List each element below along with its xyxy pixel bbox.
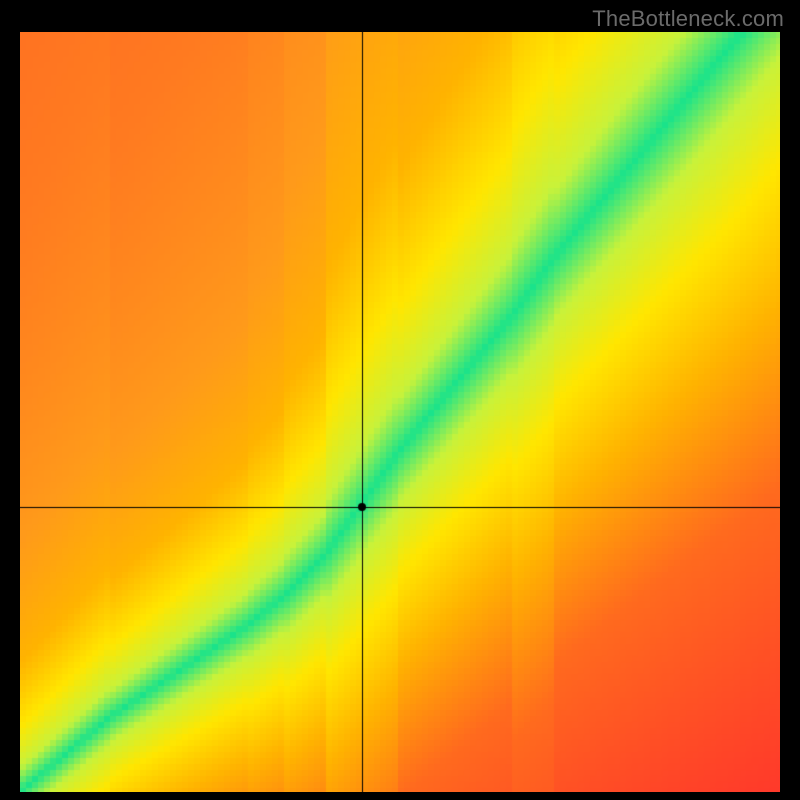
watermark-text: TheBottleneck.com [592,6,784,32]
bottleneck-heatmap [20,32,780,792]
chart-stage: TheBottleneck.com [0,0,800,800]
